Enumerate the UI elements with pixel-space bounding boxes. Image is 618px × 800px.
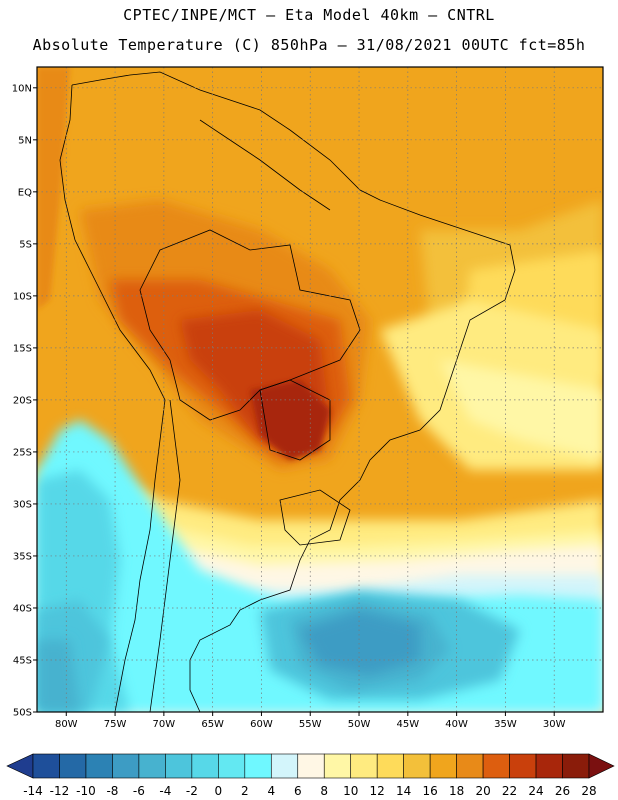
colorbar-label: -14: [23, 784, 43, 798]
colorbar-swatch-6: [165, 753, 193, 779]
colorbar-labels: -14 -12 -10 -8 -6 -4 -2 0 2 4 6 8 10 12 14 16 18 20 22 24 26…: [23, 784, 596, 798]
colorbar-swatch-18: [482, 753, 510, 779]
lat-label-35s: 35S: [13, 551, 32, 562]
lat-label-15s: 15S: [13, 343, 32, 354]
lon-label-40w: 40W: [445, 719, 468, 730]
lon-label-80w: 80W: [55, 719, 78, 730]
lat-label-10n: 10N: [12, 83, 32, 94]
colorbar-swatch-21: [562, 753, 590, 779]
colorbar-swatch-15: [403, 753, 431, 779]
colorbar-swatch-11: [297, 753, 325, 779]
lat-label-25s: 25S: [13, 447, 32, 458]
field-atlantic-10: [440, 360, 603, 460]
lon-label-60w: 60W: [250, 719, 273, 730]
colorbar-label: 28: [581, 784, 596, 798]
coastlines: [59, 71, 516, 712]
lon-label-70w: 70W: [153, 719, 176, 730]
lat-label-30s: 30S: [13, 499, 32, 510]
colorbar-label: -6: [133, 784, 145, 798]
colorbar-label: 24: [528, 784, 543, 798]
colorbar-label: -10: [76, 784, 96, 798]
colorbar-label: 18: [449, 784, 464, 798]
colorbar-swatch-12: [323, 753, 352, 779]
longitude-labels: 80W 75W 70W 65W 60W 55W 50W 45W 40W 35W 30W: [55, 712, 566, 730]
colorbar-label: 8: [320, 784, 328, 798]
colorbar-label: 2: [241, 784, 249, 798]
border-uruguay: [279, 489, 351, 546]
lat-label-40s: 40S: [13, 603, 32, 614]
map-title-line2: Absolute Temperature (C) 850hPa – 31/08/…: [32, 36, 586, 54]
lat-label-50s: 50S: [13, 708, 32, 719]
colorbar-swatch-3: [85, 753, 113, 779]
colorbar-swatch-9: [244, 753, 272, 779]
colorbar-label: 22: [502, 784, 517, 798]
lat-label-45s: 45S: [13, 655, 32, 666]
lon-label-30w: 30W: [543, 719, 566, 730]
colorbar-swatch-4: [112, 753, 140, 779]
field-cold-m4: [300, 610, 420, 675]
lat-label-5n: 5N: [18, 135, 32, 146]
lat-label-eq: EQ: [18, 187, 32, 198]
latitude-labels: 10N 5N EQ 5S 10S 15S 20S 25S 30S 35S 40S 45S 50S: [12, 83, 37, 719]
map-frame: [36, 66, 604, 713]
colorbar-swatch-8: [218, 753, 246, 779]
field-west-band: [37, 67, 70, 310]
colorbar-label: -8: [106, 784, 118, 798]
border-andes: [149, 399, 181, 712]
lon-label-50w: 50W: [348, 719, 371, 730]
lat-label-5s: 5S: [19, 239, 32, 250]
colorbar-label: 0: [215, 784, 223, 798]
colorbar-label: -12: [50, 784, 70, 798]
field-pacific-m2: [37, 640, 80, 712]
colorbar: [6, 753, 615, 779]
colorbar-swatch-1: [32, 753, 60, 779]
colorbar-arrow-high: [588, 753, 615, 779]
lon-label-45w: 45W: [397, 719, 420, 730]
lon-label-65w: 65W: [201, 719, 224, 730]
lon-label-35w: 35W: [494, 719, 517, 730]
colorbar-label: 6: [294, 784, 302, 798]
colorbar-swatch-7: [191, 753, 219, 779]
pacific-coastline: [59, 84, 166, 712]
lon-label-55w: 55W: [299, 719, 322, 730]
colorbar-swatch-10: [270, 753, 299, 779]
colorbar-label: 14: [396, 784, 411, 798]
colorbar-swatch-19: [509, 753, 537, 779]
lat-label-10s: 10S: [13, 291, 32, 302]
colorbar-swatch-14: [376, 753, 404, 779]
temperature-field: [37, 67, 603, 712]
border-north: [199, 119, 331, 211]
lat-label-20s: 20S: [13, 395, 32, 406]
colorbar-swatch-2: [59, 753, 87, 779]
colorbar-label: -4: [159, 784, 171, 798]
colorbar-swatch-20: [535, 753, 563, 779]
colorbar-label: 26: [555, 784, 570, 798]
lon-label-75w: 75W: [104, 719, 127, 730]
colorbar-swatch-13: [350, 753, 378, 779]
colorbar-label: 4: [267, 784, 275, 798]
border-paraguay: [259, 379, 331, 461]
colorbar-swatch-5: [138, 753, 166, 779]
map-title-line1: CPTEC/INPE/MCT – Eta Model 40km – CNTRL: [123, 6, 495, 24]
atlantic-coastline: [71, 71, 516, 712]
colorbar-label: 16: [423, 784, 438, 798]
colorbar-label: 20: [475, 784, 490, 798]
colorbar-swatch-17: [456, 753, 484, 779]
colorbar-label: 12: [370, 784, 385, 798]
colorbar-label: -2: [186, 784, 198, 798]
colorbar-label: 10: [343, 784, 358, 798]
colorbar-arrow-low: [6, 753, 34, 779]
colorbar-swatch-16: [429, 753, 457, 779]
